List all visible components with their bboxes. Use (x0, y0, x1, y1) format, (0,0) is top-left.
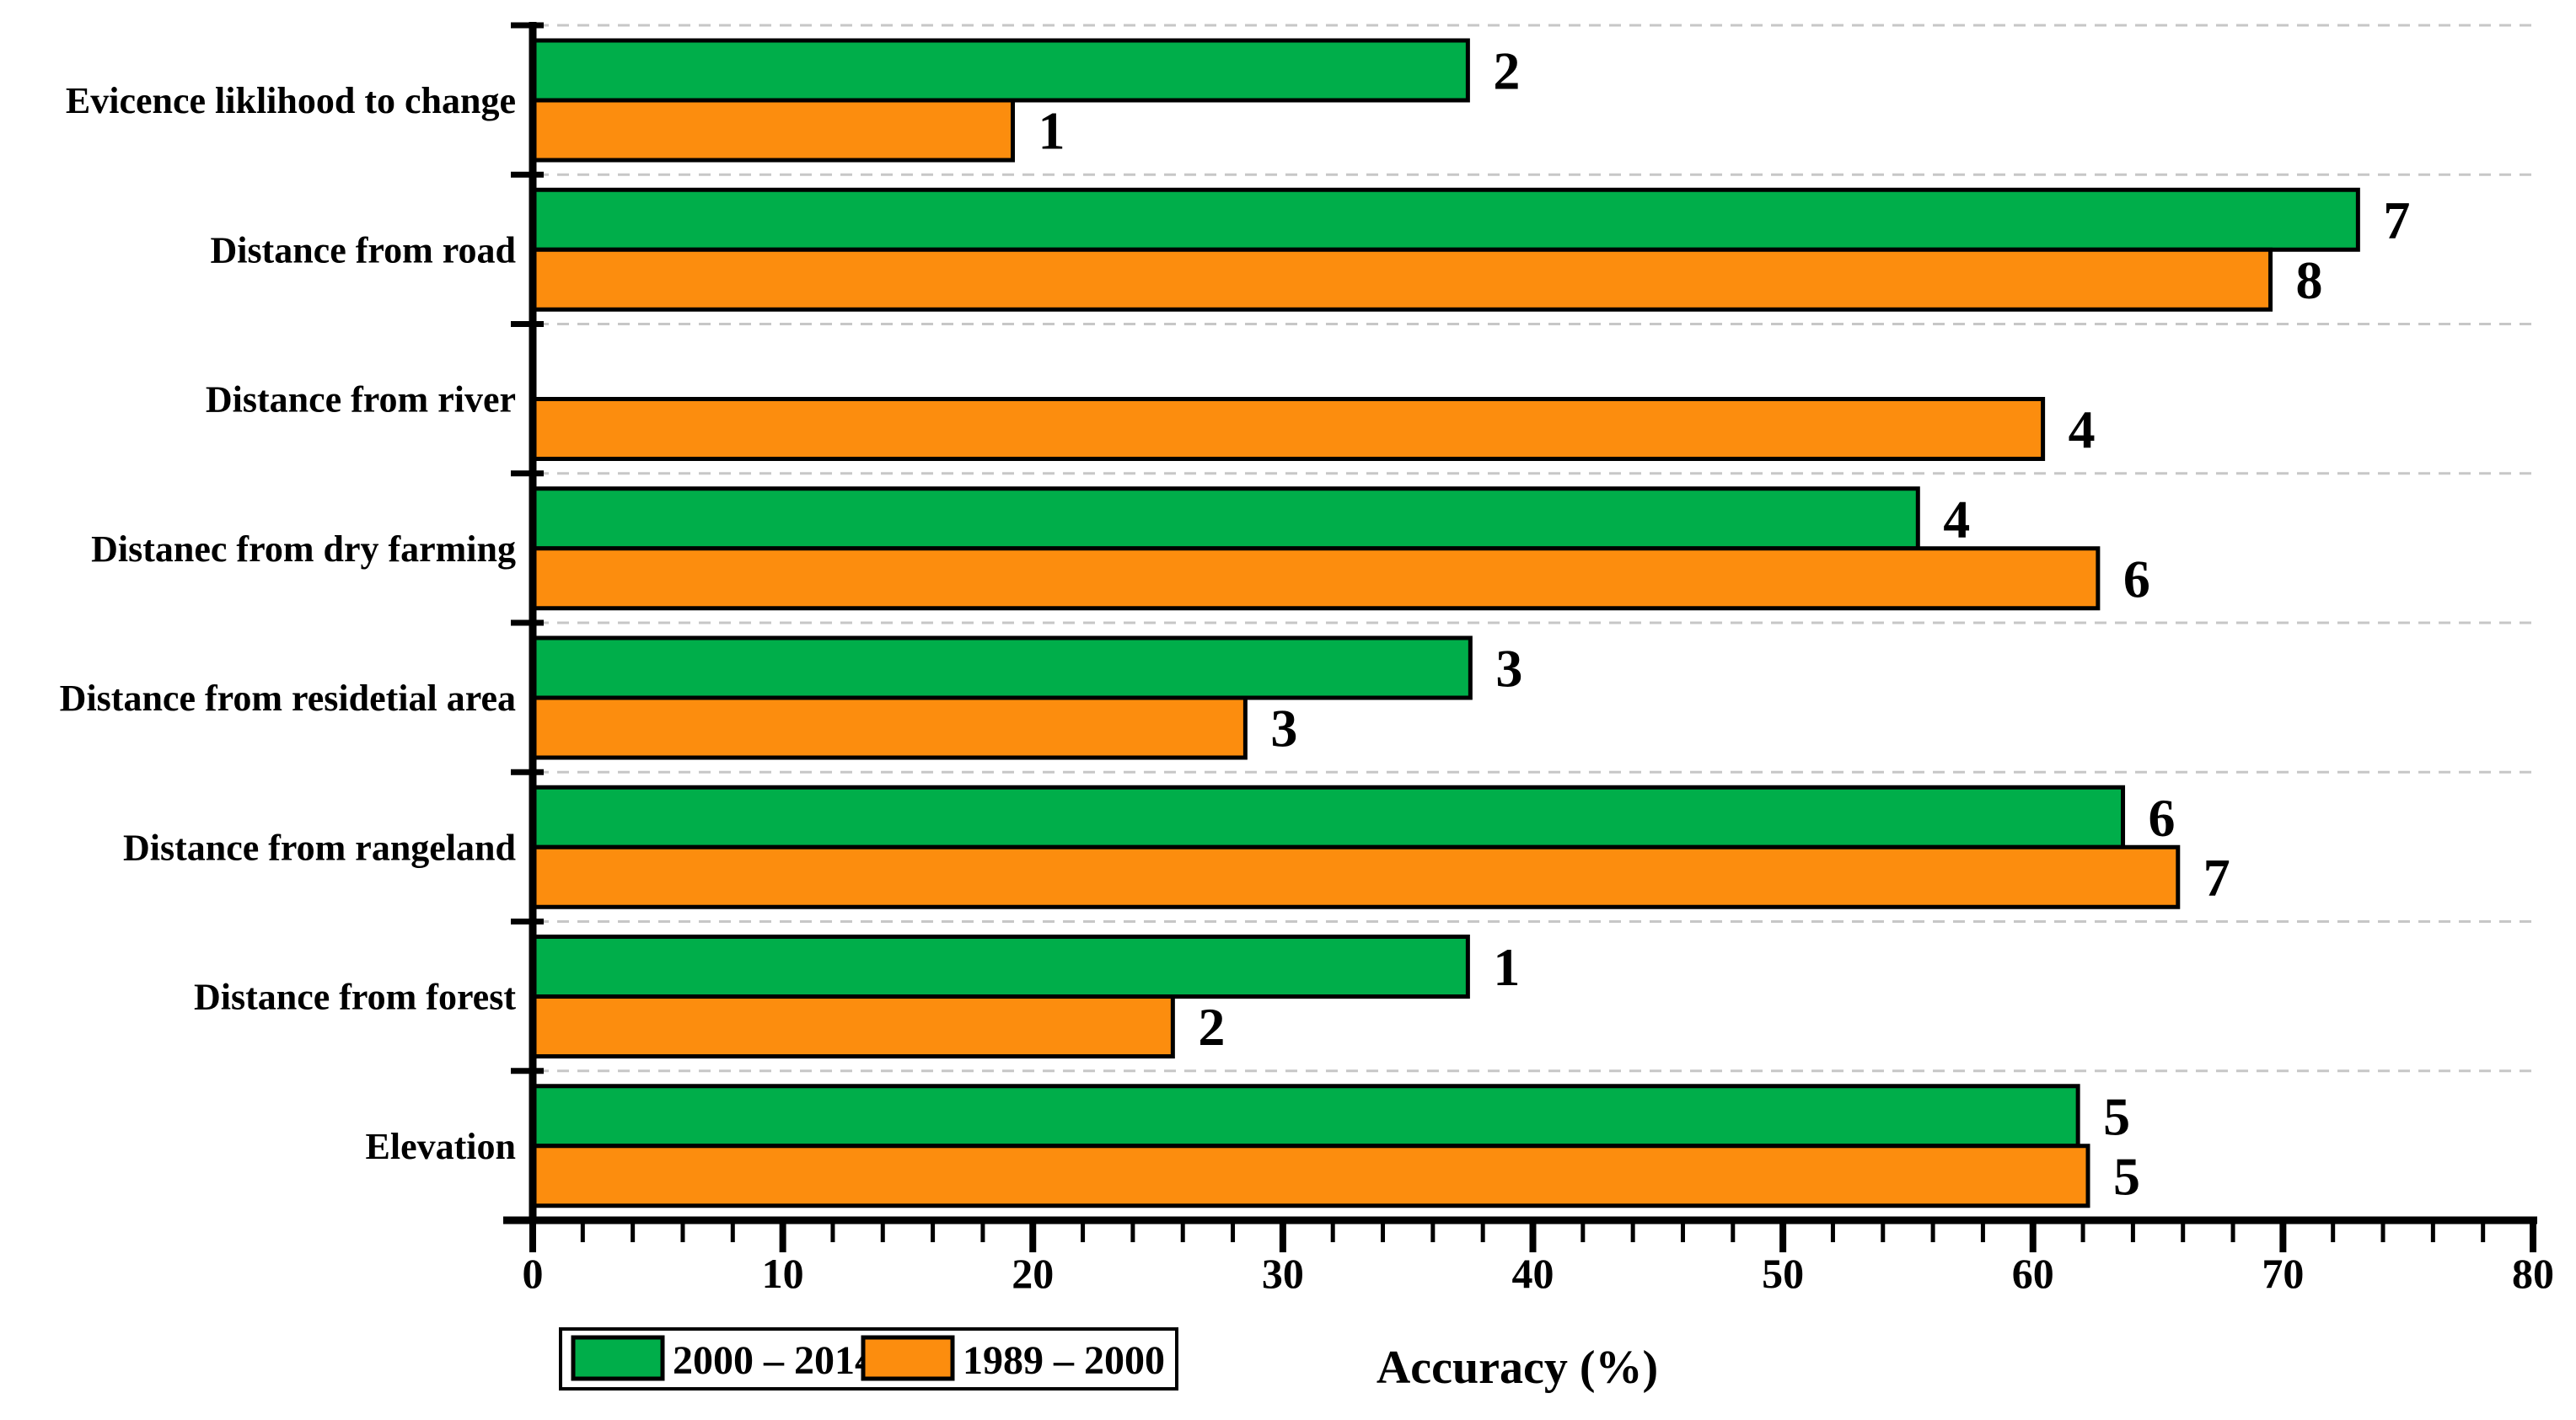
bar-value-label: 4 (2069, 399, 2096, 459)
bar-value-label: 3 (1495, 639, 1522, 699)
bar-orange (530, 546, 2101, 611)
legend-swatch-2000-2014 (571, 1335, 665, 1381)
bar-orange (530, 98, 1016, 163)
bar-orange (530, 1144, 2090, 1208)
x-tick-label: 60 (2012, 1250, 2054, 1297)
bar-orange (530, 844, 2181, 909)
bar-value-label: 2 (1198, 997, 1225, 1057)
bar-green (530, 935, 1470, 999)
category-label: Distance from rangeland (123, 827, 516, 868)
bar-value-label: 3 (1270, 699, 1297, 758)
x-tick-label: 70 (2262, 1250, 2304, 1297)
bar-green (530, 38, 1470, 103)
bar-green (530, 635, 1473, 700)
bar-value-label: 6 (2123, 549, 2150, 608)
x-axis-title: Accuracy (%) (1377, 1342, 1658, 1394)
x-tick-label: 0 (523, 1250, 544, 1297)
x-tick-label: 80 (2512, 1250, 2554, 1297)
bar-orange (530, 994, 1175, 1058)
grid-layer (537, 24, 2533, 1073)
legend-label-1989-2000: 1989 – 2000 (963, 1338, 1165, 1383)
bar-green (530, 187, 2360, 252)
bar-value-label: 5 (2113, 1146, 2140, 1206)
bar-green (530, 785, 2126, 849)
legend: 2000 – 2014 1989 – 2000 (559, 1327, 1178, 1391)
bar-layer (530, 38, 2360, 1208)
bar-value-label: 2 (1493, 41, 1520, 101)
category-label: Distance from forest (194, 977, 516, 1018)
category-label: Distance from residetial area (60, 678, 516, 719)
x-tick-label: 30 (1262, 1250, 1304, 1297)
bar-green (530, 486, 1920, 551)
bar-value-label: 6 (2149, 788, 2176, 848)
x-tick-label: 20 (1012, 1250, 1054, 1297)
bar-value-label: 7 (2203, 848, 2230, 908)
bar-orange (530, 695, 1248, 760)
category-label: Distanec from dry farming (91, 528, 516, 570)
bar-green (530, 1084, 2080, 1149)
category-label: Distance from river (206, 379, 516, 421)
category-label: Evicence liklihood to change (66, 80, 516, 121)
bar-value-label: 5 (2103, 1086, 2130, 1146)
x-tick-label: 40 (1512, 1250, 1554, 1297)
bar-value-label: 7 (2383, 190, 2410, 250)
legend-swatch-1989-2000 (861, 1335, 955, 1381)
category-label: Distance from road (210, 229, 516, 271)
bar-orange (530, 397, 2046, 461)
category-label: Elevation (366, 1126, 516, 1167)
x-tick-label: 10 (762, 1250, 804, 1297)
bar-value-label: 4 (1943, 489, 1970, 549)
x-tick-label: 50 (1762, 1250, 1804, 1297)
bar-orange (530, 247, 2273, 312)
bar-value-label: 8 (2296, 250, 2323, 310)
axis-layer (503, 22, 2537, 1252)
bar-value-label: 1 (1493, 937, 1520, 997)
legend-label-2000-2014: 2000 – 2014 (673, 1338, 875, 1383)
bar-value-label: 1 (1038, 101, 1065, 161)
